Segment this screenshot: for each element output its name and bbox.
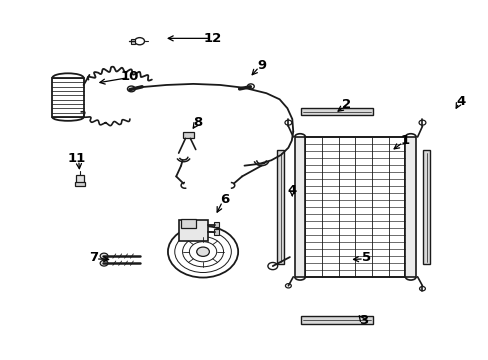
Text: 3: 3 bbox=[359, 314, 368, 327]
Bar bbox=[300, 316, 372, 324]
Bar bbox=[277, 149, 284, 264]
Circle shape bbox=[100, 253, 108, 259]
Bar bbox=[405, 137, 415, 277]
Bar bbox=[76, 175, 83, 183]
Text: 4: 4 bbox=[456, 95, 465, 108]
Circle shape bbox=[100, 260, 108, 266]
Bar bbox=[131, 39, 135, 44]
Text: 1: 1 bbox=[400, 134, 409, 147]
Bar bbox=[178, 220, 207, 241]
Text: 2: 2 bbox=[342, 98, 351, 111]
Bar bbox=[75, 182, 84, 186]
Text: 6: 6 bbox=[220, 193, 229, 206]
Text: 4: 4 bbox=[287, 184, 296, 197]
Bar bbox=[213, 229, 218, 234]
Bar bbox=[423, 149, 429, 264]
Bar bbox=[181, 220, 195, 228]
Bar bbox=[294, 137, 305, 277]
Bar bbox=[305, 137, 405, 277]
Text: 5: 5 bbox=[361, 251, 370, 264]
Circle shape bbox=[196, 247, 209, 256]
Text: 7: 7 bbox=[89, 251, 98, 264]
Text: 12: 12 bbox=[203, 32, 222, 45]
Circle shape bbox=[135, 38, 144, 45]
Text: 8: 8 bbox=[193, 116, 203, 129]
Bar bbox=[52, 78, 83, 117]
Bar bbox=[300, 108, 372, 116]
Text: 9: 9 bbox=[257, 59, 265, 72]
Circle shape bbox=[167, 226, 238, 278]
Bar bbox=[182, 132, 194, 138]
Bar bbox=[213, 222, 218, 227]
Text: 10: 10 bbox=[121, 69, 139, 82]
Text: 11: 11 bbox=[67, 152, 85, 165]
